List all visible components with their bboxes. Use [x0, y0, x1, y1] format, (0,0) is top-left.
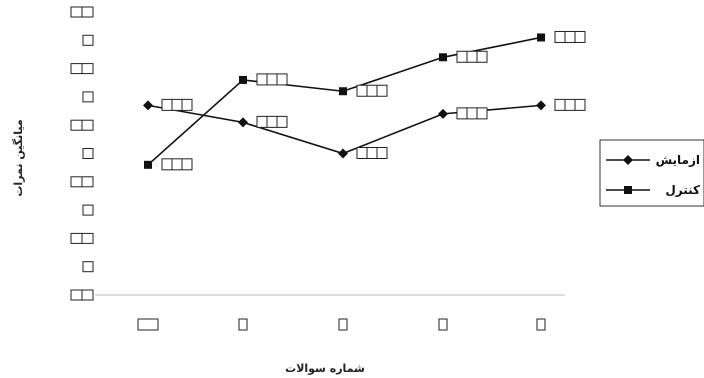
- data-label-glyph-series-1-x2: [256, 115, 288, 128]
- data-label-glyph-series-2-x4: [456, 50, 488, 63]
- legend-marker-series-2: [624, 186, 632, 194]
- y-tick-glyph: [82, 261, 94, 273]
- data-label-glyph-box: [456, 50, 488, 63]
- data-labels: [161, 30, 586, 171]
- data-point-series-2-x5: [537, 33, 545, 42]
- data-point-series-1-x1: [143, 100, 153, 111]
- y-tick-glyph: [82, 148, 94, 159]
- y-tick-glyph-box: [82, 34, 94, 46]
- y-tick-glyph: [70, 63, 94, 75]
- y-tick-glyph: [82, 91, 94, 103]
- series-layer: [143, 33, 546, 169]
- legend-box: [599, 139, 704, 207]
- data-label-glyph-box: [356, 84, 388, 97]
- data-label-glyph-series-1-x5: [554, 98, 586, 111]
- y-axis-title: میانگین نمرات: [12, 119, 25, 196]
- data-point-series-2-x4: [439, 53, 447, 62]
- data-label-glyph-box: [356, 147, 388, 159]
- x-tick-glyph-5: [536, 318, 546, 331]
- data-label-glyph-box: [256, 115, 288, 128]
- data-label-glyph-series-1-x1: [161, 98, 193, 111]
- y-tick-glyph: [70, 289, 94, 301]
- data-point-series-1-x2: [238, 117, 248, 128]
- y-tick-glyph: [70, 176, 94, 188]
- data-point-series-2-x2: [239, 75, 247, 84]
- y-tick-glyph-box: [82, 204, 94, 216]
- data-point-series-2-x3: [339, 87, 347, 96]
- data-label-glyph-series-1-x4: [456, 107, 488, 120]
- data-point-series-1-x3: [338, 148, 348, 159]
- y-tick-glyph-box: [82, 261, 94, 273]
- legend-label-series-1: ازمایش: [656, 153, 700, 167]
- data-label-glyph-series-1-x3: [356, 147, 388, 159]
- data-point-series-1-x5: [536, 100, 546, 111]
- y-tick-glyph-box: [82, 148, 94, 159]
- y-axis-ticks: [70, 6, 94, 301]
- data-label-glyph-box: [456, 107, 488, 120]
- data-label-glyph-series-2-x5: [554, 30, 586, 43]
- x-tick-glyph-1: [137, 318, 159, 331]
- y-tick-glyph: [70, 119, 94, 131]
- data-label-glyph-box: [554, 30, 586, 43]
- legend: ازمایش کنترل: [599, 139, 704, 207]
- y-tick-glyph: [70, 232, 94, 244]
- legend-label-series-2: کنترل: [665, 183, 700, 197]
- data-label-glyph-series-2-x2: [256, 73, 288, 86]
- data-label-glyph-series-2-x3: [356, 84, 388, 97]
- data-point-series-2-x1: [144, 160, 152, 169]
- x-axis-title: شماره سوالات: [285, 362, 365, 375]
- data-label-glyph-series-2-x1: [161, 158, 193, 171]
- data-label-glyph-box: [161, 158, 193, 171]
- legend-marker-series-1: [623, 155, 633, 165]
- x-tick-glyph-2: [238, 318, 248, 331]
- y-tick-glyph-box: [82, 91, 94, 103]
- data-label-glyph-box: [161, 98, 193, 111]
- x-tick-glyph-3: [338, 318, 348, 331]
- data-point-series-1-x4: [438, 108, 448, 119]
- data-label-glyph-box: [554, 98, 586, 111]
- x-tick-glyph-4: [438, 318, 448, 331]
- y-tick-glyph: [70, 6, 94, 18]
- x-axis-ticks: [137, 318, 546, 331]
- y-tick-glyph: [82, 204, 94, 216]
- data-label-glyph-box: [256, 73, 288, 86]
- y-tick-glyph: [82, 34, 94, 46]
